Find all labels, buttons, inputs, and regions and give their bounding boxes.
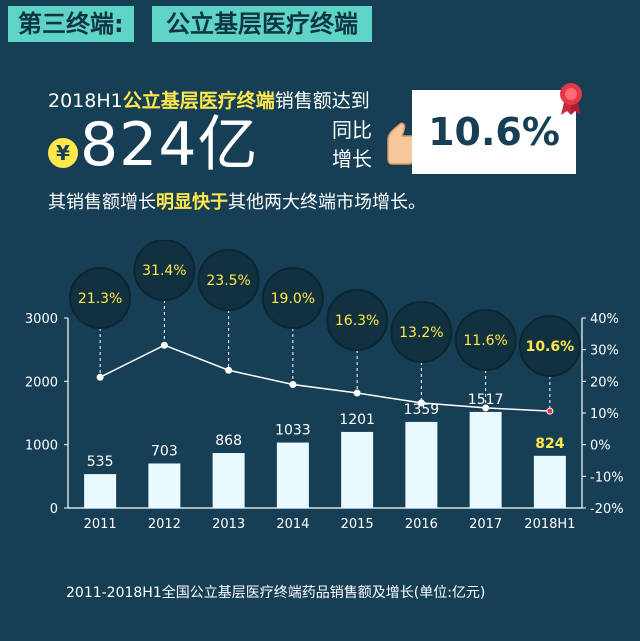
subline: 其销售额增长明显快于其他两大终端市场增长。 <box>48 188 426 214</box>
bar <box>148 463 181 508</box>
y-left-tick-label: 2000 <box>25 375 58 390</box>
bar <box>212 453 245 508</box>
subline-highlight: 明显快于 <box>156 192 228 213</box>
growth-bubble <box>133 240 196 301</box>
growth-label: 13.2% <box>399 325 443 341</box>
sales-growth-chart: 0 1000 2000 3000 -20% -10% 0% 10% 20% 30% 40% 535 20… <box>25 240 624 532</box>
headline-highlight: 公立基层医疗终端 <box>122 90 275 112</box>
growth-label: 16.3% <box>335 313 379 329</box>
y-right-tick-label: 40% <box>590 312 619 327</box>
section-title: 公立基层医疗终端 <box>152 6 372 42</box>
y-right-tick-label: 10% <box>590 407 619 422</box>
x-tick-label: 2014 <box>276 517 309 532</box>
x-tick-label: 2012 <box>148 517 181 532</box>
growth-bubble <box>261 267 324 329</box>
growth-value-box: 10.6% <box>412 90 576 174</box>
x-tick-label: 2016 <box>405 517 438 532</box>
y-right-tick-label: 0% <box>590 439 611 454</box>
growth-point <box>225 366 233 374</box>
growth-point <box>546 407 554 415</box>
bar <box>276 442 309 508</box>
bar <box>405 421 438 508</box>
growth-label: 23.5% <box>206 273 250 289</box>
subline-suffix: 其他两大终端市场增长。 <box>228 192 426 213</box>
growth-bubble <box>518 315 581 377</box>
growth-bubble <box>390 301 453 363</box>
growth-point <box>160 341 168 349</box>
x-tick-label: 2011 <box>84 517 117 532</box>
growth-label: 10.6% <box>526 339 575 355</box>
growth-line <box>99 344 550 412</box>
subline-prefix: 其销售额增长 <box>48 192 156 213</box>
growth-point <box>417 399 425 407</box>
y-right-tick-label: -10% <box>590 470 624 485</box>
y-left-tick-label: 0 <box>50 502 58 517</box>
x-tick-label: 2015 <box>341 517 374 532</box>
x-tick-label: 2018H1 <box>524 517 575 532</box>
bar-value-label: 1359 <box>404 402 440 418</box>
bar-value-label: 535 <box>87 454 114 470</box>
growth-point <box>96 373 104 381</box>
section-tag: 第三终端: <box>8 6 134 42</box>
growth-point <box>289 381 297 388</box>
bar-value-label: 703 <box>151 443 178 459</box>
growth-label: 31.4% <box>142 263 186 279</box>
bar-value-label: 1517 <box>468 392 504 408</box>
growth-bubble <box>69 267 132 329</box>
header-bar: 第三终端: 公立基层医疗终端 <box>0 0 640 50</box>
growth-bubble <box>326 289 389 351</box>
bar <box>341 431 374 508</box>
x-tick-label: 2013 <box>212 517 245 532</box>
y-right-tick-label: -20% <box>590 502 624 517</box>
yen-icon: ¥ <box>48 138 78 168</box>
headline-prefix: 2018H1 <box>48 90 123 112</box>
sales-value: 824亿 <box>80 110 259 180</box>
headline-suffix: 销售额达到 <box>274 90 370 112</box>
y-left-tick-label: 1000 <box>25 439 58 454</box>
growth-bubble <box>454 309 517 371</box>
growth-label: 19.0% <box>271 291 315 307</box>
growth-point <box>482 404 490 412</box>
bar <box>84 474 117 508</box>
bar <box>533 455 566 508</box>
bar-value-label: 868 <box>215 433 242 449</box>
growth-bubble <box>197 249 260 311</box>
y-left-tick-label: 3000 <box>25 312 58 327</box>
bar-value-label: 1033 <box>275 423 311 439</box>
ribbon-badge-icon <box>560 83 582 115</box>
bar <box>469 411 502 508</box>
bar-value-label: 1201 <box>339 412 375 428</box>
growth-point <box>353 389 361 397</box>
growth-label: 11.6% <box>463 333 507 349</box>
chart-caption: 2011-2018H1全国公立基层医疗终端药品销售额及增长(单位:亿元) <box>66 585 486 601</box>
growth-label: 21.3% <box>78 291 122 307</box>
x-tick-label: 2017 <box>469 517 502 532</box>
growth-label: 同比增长 <box>332 118 372 171</box>
bar-value-label: 824 <box>535 436 564 452</box>
y-right-tick-label: 30% <box>590 344 619 359</box>
headline: 2018H1公立基层医疗终端销售额达到 <box>48 86 370 113</box>
y-right-tick-label: 20% <box>590 375 619 390</box>
